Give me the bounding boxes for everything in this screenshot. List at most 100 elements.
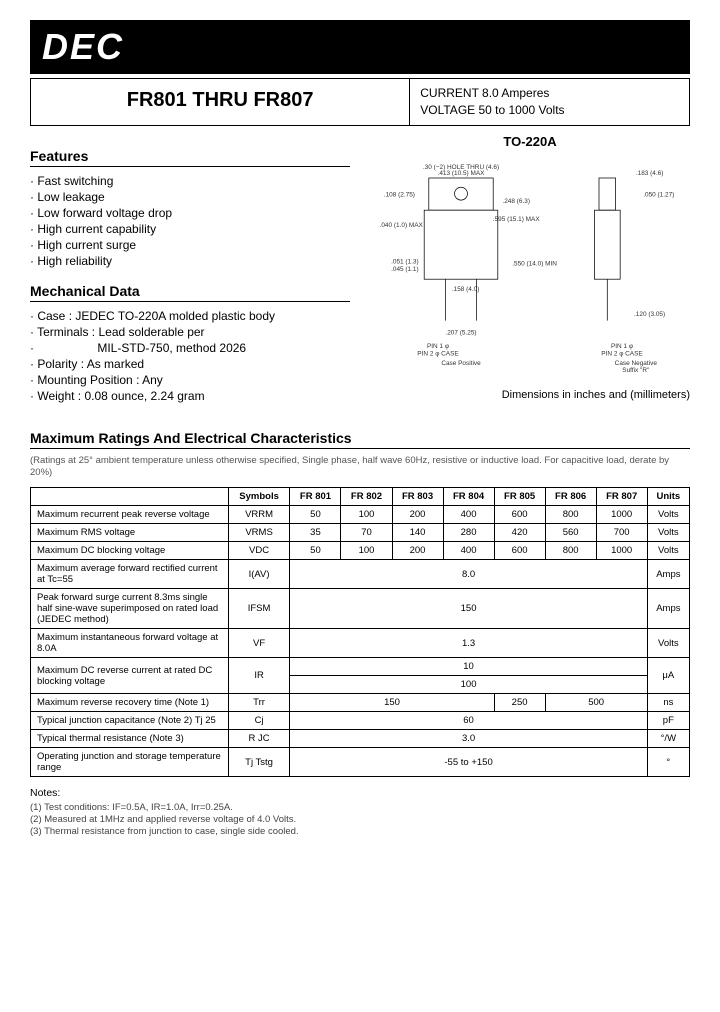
value-cell: 50 xyxy=(290,506,341,524)
spec-voltage: VOLTAGE 50 to 1000 Volts xyxy=(420,102,679,119)
param-cell: Operating junction and storage temperatu… xyxy=(31,748,229,777)
value-cell: 3.0 xyxy=(290,730,647,748)
ratings-conditions: (Ratings at 25° ambient temperature unle… xyxy=(30,455,690,480)
unit-cell: Volts xyxy=(647,629,689,658)
pin1-front: PIN 1 φ xyxy=(427,343,449,350)
value-cell: 600 xyxy=(494,542,545,560)
value-cell: 800 xyxy=(545,506,596,524)
value-cell: -55 to +150 xyxy=(290,748,647,777)
feature-item: High current capability xyxy=(30,221,350,237)
symbol-cell: Cj xyxy=(228,712,290,730)
value-cell: 560 xyxy=(545,524,596,542)
param-cell: Typical thermal resistance (Note 3) xyxy=(31,730,229,748)
symbol-cell: VF xyxy=(228,629,290,658)
unit-cell: ° xyxy=(647,748,689,777)
value-cell: 200 xyxy=(392,542,443,560)
value-cell: 100 xyxy=(290,676,647,694)
table-header: FR 805 xyxy=(494,488,545,506)
param-cell: Maximum recurrent peak reverse voltage xyxy=(31,506,229,524)
value-cell: 150 xyxy=(290,589,647,629)
value-cell: 50 xyxy=(290,542,341,560)
mech-item: MIL-STD-750, method 2026 xyxy=(30,340,350,356)
title-row: FR801 THRU FR807 CURRENT 8.0 Amperes VOL… xyxy=(30,78,690,126)
dim-550: .550 (14.0) MIN xyxy=(512,260,557,267)
dim-207: .207 (5.25) xyxy=(445,329,476,336)
value-cell: 100 xyxy=(341,506,392,524)
mech-item: Terminals : Lead solderable per xyxy=(30,324,350,340)
features-list: Fast switchingLow leakageLow forward vol… xyxy=(30,173,350,269)
notes-list: (1) Test conditions: IF=0.5A, IR=1.0A, I… xyxy=(30,801,690,837)
param-cell: Maximum instantaneous forward voltage at… xyxy=(31,629,229,658)
features-heading: Features xyxy=(30,148,350,167)
table-header: FR 804 xyxy=(443,488,494,506)
symbol-cell: IFSM xyxy=(228,589,290,629)
value-cell: 200 xyxy=(392,506,443,524)
mech-item: Case : JEDEC TO-220A molded plastic body xyxy=(30,308,350,324)
param-cell: Maximum reverse recovery time (Note 1) xyxy=(31,694,229,712)
unit-cell: Volts xyxy=(647,524,689,542)
param-cell: Peak forward surge current 8.3ms single … xyxy=(31,589,229,629)
param-cell: Maximum RMS voltage xyxy=(31,524,229,542)
symbol-cell: R JC xyxy=(228,730,290,748)
unit-cell: ns xyxy=(647,694,689,712)
feature-item: High reliability xyxy=(30,253,350,269)
symbol-cell: Tj Tstg xyxy=(228,748,290,777)
value-cell: 400 xyxy=(443,506,494,524)
value-cell: 10 xyxy=(290,658,647,676)
part-title: FR801 THRU FR807 xyxy=(31,79,410,125)
value-cell: 1000 xyxy=(596,506,647,524)
feature-item: Low forward voltage drop xyxy=(30,205,350,221)
dim-158: .158 (4.0) xyxy=(452,286,480,293)
value-cell: 70 xyxy=(341,524,392,542)
mech-list: Case : JEDEC TO-220A molded plastic body… xyxy=(30,308,350,404)
param-cell: Maximum DC reverse current at rated DC b… xyxy=(31,658,229,694)
pin2-front: PIN 2 φ CASE xyxy=(417,350,459,357)
note-item: (1) Test conditions: IF=0.5A, IR=1.0A, I… xyxy=(30,801,690,813)
feature-item: Fast switching xyxy=(30,173,350,189)
value-cell: 500 xyxy=(545,694,647,712)
symbol-cell: Trr xyxy=(228,694,290,712)
mech-item: Mounting Position : Any xyxy=(30,372,350,388)
value-cell: 400 xyxy=(443,542,494,560)
pin2-side: PIN 2 φ CASE xyxy=(601,350,643,357)
unit-cell: Amps xyxy=(647,560,689,589)
package-label: TO-220A xyxy=(370,134,690,149)
mech-heading: Mechanical Data xyxy=(30,283,350,302)
dim-248: .248 (6.3) xyxy=(502,197,530,204)
unit-cell: μA xyxy=(647,658,689,694)
value-cell: 140 xyxy=(392,524,443,542)
dim-045: .045 (1.1) xyxy=(391,266,419,273)
table-header: FR 807 xyxy=(596,488,647,506)
table-header: Symbols xyxy=(228,488,290,506)
pin1-side: PIN 1 φ xyxy=(611,343,633,350)
table-header: Units xyxy=(647,488,689,506)
unit-cell: pF xyxy=(647,712,689,730)
case-neg-suffix: Suffix "R" xyxy=(622,367,650,374)
value-cell: 60 xyxy=(290,712,647,730)
brand-logo: DEC xyxy=(42,26,124,67)
value-cell: 100 xyxy=(341,542,392,560)
table-header: FR 806 xyxy=(545,488,596,506)
case-pos: Case Positive xyxy=(441,359,481,366)
unit-cell: °/W xyxy=(647,730,689,748)
logo-bar: DEC xyxy=(30,20,690,74)
dim-051: .051 (1.3) xyxy=(391,258,419,265)
feature-item: High current surge xyxy=(30,237,350,253)
value-cell: 800 xyxy=(545,542,596,560)
ratings-table: SymbolsFR 801FR 802FR 803FR 804FR 805FR … xyxy=(30,487,690,777)
value-cell: 600 xyxy=(494,506,545,524)
note-item: (2) Measured at 1MHz and applied reverse… xyxy=(30,813,690,825)
dim-183: .183 (4.6) xyxy=(636,170,664,177)
value-cell: 250 xyxy=(494,694,545,712)
value-cell: 1.3 xyxy=(290,629,647,658)
value-cell: 35 xyxy=(290,524,341,542)
param-cell: Maximum average forward rectified curren… xyxy=(31,560,229,589)
note-item: (3) Thermal resistance from junction to … xyxy=(30,825,690,837)
dim-050: .050 (1.27) xyxy=(643,191,674,198)
value-cell: 8.0 xyxy=(290,560,647,589)
symbol-cell: VDC xyxy=(228,542,290,560)
dim-note: Dimensions in inches and (millimeters) xyxy=(370,389,690,401)
symbol-cell: VRRM xyxy=(228,506,290,524)
unit-cell: Volts xyxy=(647,542,689,560)
unit-cell: Volts xyxy=(647,506,689,524)
